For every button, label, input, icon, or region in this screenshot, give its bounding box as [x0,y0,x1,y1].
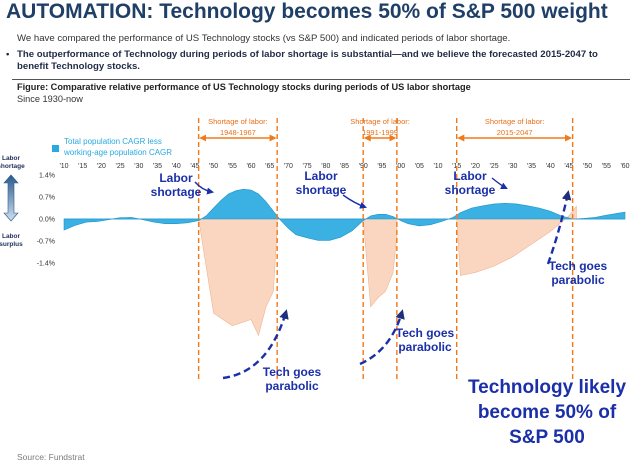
conclusion-annotation: Technology likely become 50% of S&P 500 [468,377,626,448]
x-tick-label: '05 [415,163,424,170]
source-note: Source: Fundstrat [17,452,85,462]
x-tick-label: '70 [284,163,293,170]
legend-label-line1: Total population CAGR less [64,137,162,146]
x-tick-label: '15 [78,163,87,170]
y-tick-label: -1.4% [37,260,55,267]
tech-parabolic-annotation: Tech goes parabolic [549,259,608,287]
population-cagr-area [63,188,626,241]
shortage-period-label: Shortage of labor: 2015-2047 [485,117,545,137]
x-tick-label: '35 [153,163,162,170]
labor-shortage-annotation: Labor shortage [296,169,347,197]
x-tick-label: '40 [172,163,181,170]
x-tick-label: '50 [209,163,218,170]
y-axis-bottom-label: Labor surplus [0,233,23,248]
x-tick-label: '20 [97,163,106,170]
bullet-text: The outperformance of Technology during … [17,49,598,72]
labor-updown-arrow-icon [3,174,19,222]
x-tick-label: '35 [527,163,536,170]
x-tick-label: '80 [321,163,330,170]
tech-parabolic-annotation: Tech goes parabolic [396,326,455,354]
tech-performance-area [362,218,398,308]
y-tick-label: -0.7% [37,238,55,245]
bullet-point: • The outperformance of Technology durin… [6,49,627,73]
x-tick-label: '95 [377,163,386,170]
y-tick-label: 0.0% [39,217,55,224]
x-tick-label: '45 [564,163,573,170]
x-tick-label: '30 [508,163,517,170]
arrow-to-shortage-1 [194,181,215,195]
tech-parabolic-annotation: Tech goes parabolic [263,365,322,393]
labor-shortage-annotation: Labor shortage [151,171,202,199]
legend-swatch [52,145,59,152]
parabolic-arrow-2 [359,309,405,366]
x-tick-label: '55 [602,163,611,170]
x-tick-label: '60 [620,163,629,170]
page-title: AUTOMATION: Technology becomes 50% of S&… [6,0,608,23]
x-tick-label: '20 [471,163,480,170]
x-tick-label: '75 [303,163,312,170]
x-tick-label: '85 [340,163,349,170]
shortage-period-label: Shortage of labor: 1991-1999 [350,117,410,137]
x-tick-label: '10 [59,163,68,170]
y-tick-label: 1.4% [39,173,55,180]
divider [12,79,630,80]
x-tick-label: '40 [546,163,555,170]
x-tick-label: '10 [433,163,442,170]
tech-performance-area [456,205,577,276]
x-tick-label: '25 [490,163,499,170]
x-tick-label: '60 [246,163,255,170]
x-tick-label: '50 [583,163,592,170]
y-tick-label: 0.7% [39,195,55,202]
y-axis-top-label: Labor shortage [0,155,25,170]
labor-shortage-annotation: Labor shortage [445,169,496,197]
bullet-dot-icon: • [6,49,10,60]
arrow-to-shortage-3 [491,177,508,189]
intro-text: We have compared the performance of US T… [17,33,511,44]
shortage-period-label: Shortage of labor: 1948-1967 [208,117,268,137]
figure-caption: Figure: Comparative relative performance… [17,82,471,92]
arrow-to-shortage-2 [342,194,367,209]
x-tick-label: '55 [228,163,237,170]
x-tick-label: '25 [116,163,125,170]
x-tick-label: '00 [396,163,405,170]
x-tick-label: '65 [265,163,274,170]
tech-performance-area [198,218,278,337]
legend-label-line2: working-age population CAGR [63,148,172,157]
parabolic-arrow-3 [546,190,572,265]
x-tick-label: '30 [134,163,143,170]
figure-subtitle: Since 1930-now [17,94,83,104]
x-tick-label: '45 [190,163,199,170]
